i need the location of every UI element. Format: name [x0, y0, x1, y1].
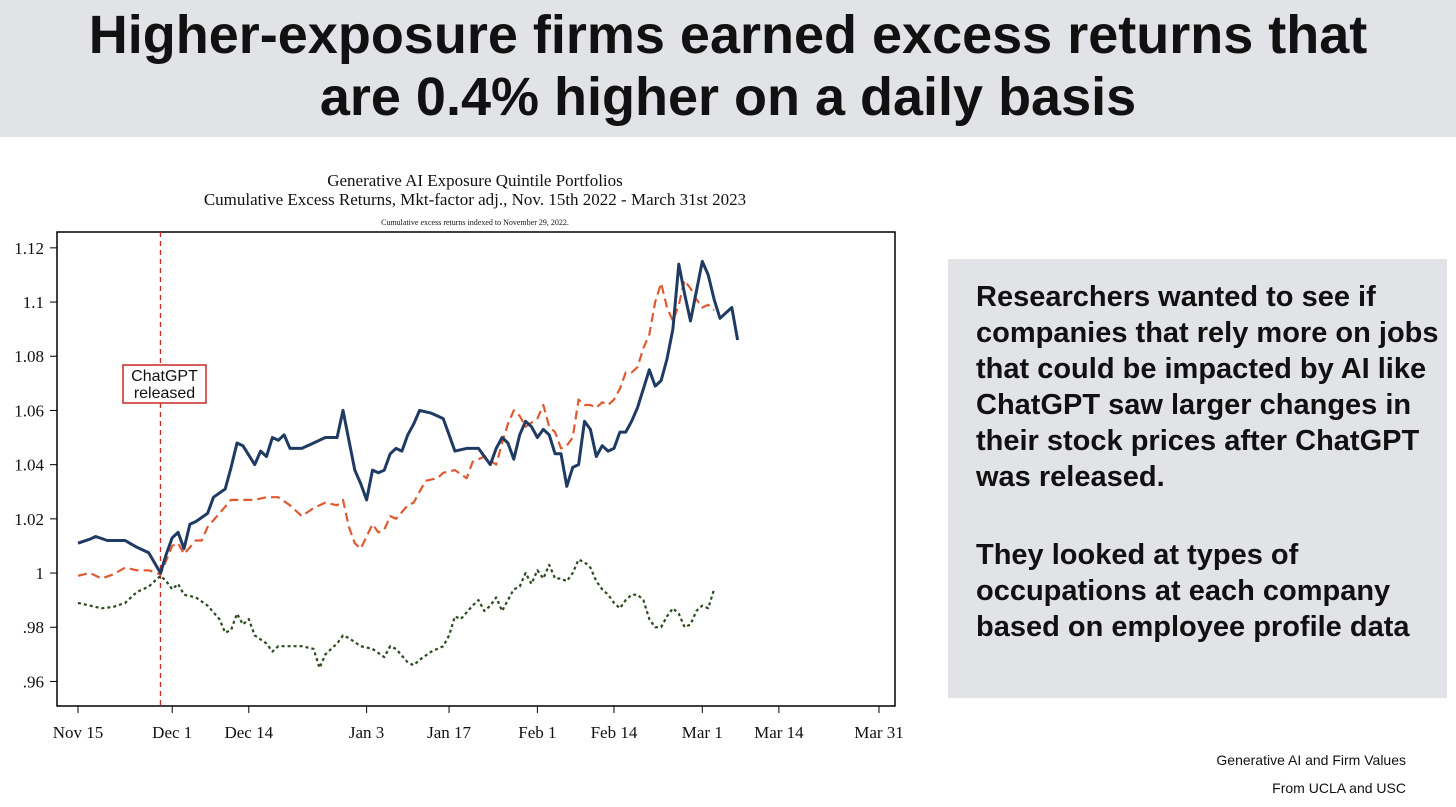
x-tick-label: Mar 14 [754, 723, 804, 742]
x-tick-label: Mar 1 [682, 723, 723, 742]
explanation-panel: Researchers wanted to see if companies t… [948, 259, 1447, 698]
x-tick-label: Feb 14 [591, 723, 638, 742]
y-tick-label: 1.04 [14, 456, 44, 475]
series-line-dash [77, 279, 715, 580]
x-tick-label: Mar 31 [854, 723, 904, 742]
chatgpt-release-label: ChatGPT [131, 368, 198, 385]
x-tick-label: Jan 3 [349, 723, 384, 742]
page-title-line-2: are 0.4% higher on a daily basis [319, 67, 1137, 127]
y-tick-label: .98 [23, 618, 44, 637]
x-tick-label: Dec 1 [152, 723, 192, 742]
series-line-solid [77, 259, 740, 575]
x-axis: Nov 15 Dec 1 Dec 14 Jan 3 Jan 17 Feb 1 Feb 14 M… [53, 706, 904, 742]
header-banner: Higher-exposure firms earned excess retu… [0, 0, 1456, 137]
series-line-dot [77, 558, 716, 669]
exposure-returns-chart: Generative AI Exposure Quintile Portfoli… [14, 171, 904, 742]
chart-title: Generative AI Exposure Quintile Portfoli… [327, 171, 623, 190]
x-tick-label: Dec 14 [224, 723, 273, 742]
page-title: Higher-exposure firms earned excess retu… [0, 4, 1456, 128]
explanation-paragraph-1: Researchers wanted to see if companies t… [976, 281, 1439, 493]
x-tick-label: Jan 17 [427, 723, 471, 742]
plot-frame [56, 231, 896, 707]
x-tick-label: Nov 15 [53, 723, 104, 742]
source-attribution: From UCLA and USC [1272, 780, 1406, 796]
y-tick-label: 1.1 [23, 293, 44, 312]
y-tick-label: 1.08 [14, 347, 44, 366]
chatgpt-release-label: released [134, 385, 195, 402]
series-lines [77, 259, 740, 669]
chatgpt-release-box [122, 364, 207, 404]
chart-subtitle: Cumulative Excess Returns, Mkt-factor ad… [204, 190, 746, 209]
y-tick-label: .96 [23, 672, 44, 691]
page-title-line-1: Higher-exposure firms earned excess retu… [88, 5, 1368, 65]
y-tick-label: 1 [36, 564, 45, 583]
explanation-paragraph-2: They looked at types of occupations at e… [976, 539, 1410, 643]
source-title: Generative AI and Firm Values [1216, 752, 1406, 768]
chart-note: Cumulative excess returns indexed to Nov… [381, 218, 569, 227]
y-tick-label: 1.12 [14, 239, 44, 258]
y-axis: .96 .98 1 1.02 1.04 1.06 1.08 1.1 1.12 [14, 239, 57, 691]
y-tick-label: 1.02 [14, 510, 44, 529]
x-tick-label: Feb 1 [518, 723, 556, 742]
y-tick-label: 1.06 [14, 401, 44, 420]
